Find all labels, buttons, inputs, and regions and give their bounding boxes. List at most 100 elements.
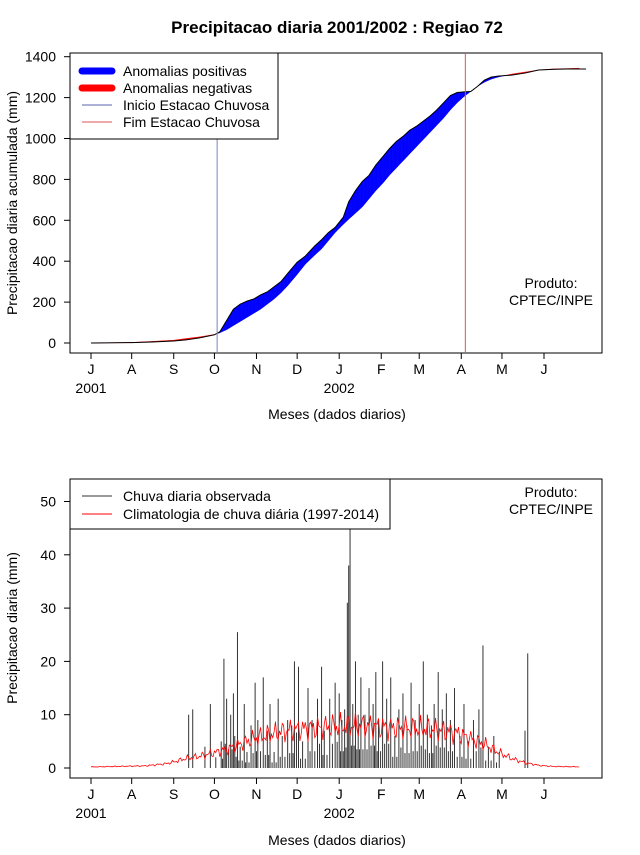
positive-anomaly-area (393, 143, 394, 171)
positive-anomaly-area (421, 122, 422, 142)
positive-anomaly-area (262, 294, 263, 309)
positive-anomaly-area (365, 178, 366, 204)
x-tick-label: M (413, 361, 425, 377)
positive-anomaly-area (402, 136, 403, 162)
positive-anomaly-area (384, 154, 385, 182)
positive-anomaly-area (242, 303, 243, 321)
x-tick-label: M (496, 361, 508, 377)
positive-anomaly-area (233, 308, 234, 325)
positive-anomaly-area (452, 94, 453, 108)
positive-anomaly-area (263, 293, 264, 307)
product-label-2: Produto: (525, 484, 578, 500)
positive-anomaly-area (457, 92, 458, 102)
positive-anomaly-area (247, 301, 248, 318)
positive-anomaly-area (370, 171, 371, 197)
x-tick-label: S (169, 786, 178, 802)
positive-anomaly-area (448, 97, 449, 113)
positive-anomaly-area (456, 92, 457, 104)
positive-anomaly-area (255, 297, 256, 312)
positive-anomaly-area (389, 147, 390, 175)
positive-anomaly-area (266, 292, 267, 305)
positive-anomaly-area (239, 304, 240, 322)
x-tick-label: O (209, 361, 220, 377)
positive-anomaly-area (414, 127, 415, 149)
x-tick-label: F (377, 361, 386, 377)
x-tick-label: A (127, 786, 137, 802)
positive-anomaly-area (391, 146, 392, 174)
y-tick-label: 1200 (25, 90, 56, 106)
positive-anomaly-area (300, 259, 301, 271)
cumulative-legend: Anomalias positivas Anomalias negativas … (70, 53, 278, 139)
positive-anomaly-area (372, 169, 373, 195)
positive-anomaly-area (351, 195, 352, 217)
positive-anomaly-area (251, 299, 252, 315)
chart-title: Precipitacao diaria 2001/2002 : Regiao 7… (171, 18, 503, 37)
positive-anomaly-area (423, 120, 424, 139)
positive-anomaly-area (459, 92, 460, 101)
positive-anomaly-area (362, 180, 363, 207)
positive-anomaly-area (376, 163, 377, 190)
positive-anomaly-area (417, 125, 418, 146)
positive-anomaly-area (240, 304, 241, 322)
positive-anomaly-area (250, 300, 251, 316)
positive-anomaly-area (445, 100, 446, 117)
positive-anomaly-area (301, 258, 302, 269)
product-source: CPTEC/INPE (509, 292, 593, 308)
x-tick-label: A (457, 361, 467, 377)
positive-anomaly-area (270, 289, 271, 302)
positive-anomaly-area (442, 103, 443, 120)
legend-inicio-label: Inicio Estacao Chuvosa (123, 97, 270, 113)
y-tick-label: 50 (40, 494, 56, 510)
positive-anomaly-area (244, 302, 245, 319)
positive-anomaly-area (438, 107, 439, 124)
daily-x-axis-label: Meses (dados diarios) (268, 832, 406, 848)
x-tick-label: D (292, 361, 302, 377)
positive-anomaly-area (437, 108, 438, 125)
positive-anomaly-area (441, 104, 442, 121)
positive-anomaly-area (446, 98, 447, 114)
positive-anomaly-area (444, 101, 445, 118)
daily-y-axis-label: Precipitacao diaria (mm) (4, 552, 20, 704)
y-tick-label: 10 (40, 707, 56, 723)
positive-anomaly-area (387, 150, 388, 178)
positive-anomaly-area (303, 257, 304, 268)
positive-anomaly-area (383, 155, 384, 183)
daily-legend: Chuva diaria observada Climatologia de c… (70, 479, 390, 529)
positive-anomaly-area (450, 95, 451, 110)
positive-anomaly-area (377, 162, 378, 189)
positive-anomaly-area (463, 92, 464, 98)
positive-anomaly-area (277, 284, 278, 297)
x-tick-label: J (88, 361, 95, 377)
positive-anomaly-area (243, 302, 244, 320)
positive-anomaly-area (350, 197, 351, 218)
legend-negative-label: Anomalias negativas (123, 80, 252, 96)
positive-anomaly-area (449, 96, 450, 112)
product-label: Produto: (525, 275, 578, 291)
positive-anomaly-area (425, 119, 426, 138)
positive-anomaly-area (434, 111, 435, 128)
x-tick-label: A (127, 361, 137, 377)
y-tick-label: 0 (48, 760, 56, 776)
positive-anomaly-area (454, 93, 455, 105)
positive-anomaly-area (412, 128, 413, 151)
y-tick-label: 0 (48, 335, 56, 351)
positive-anomaly-area (271, 288, 272, 301)
positive-anomaly-area (259, 295, 260, 310)
positive-anomaly-area (403, 135, 404, 161)
legend-observed-label: Chuva diaria observada (123, 488, 271, 504)
x-tick-label: N (251, 786, 261, 802)
product-source-2: CPTEC/INPE (509, 501, 593, 517)
positive-anomaly-area (453, 94, 454, 107)
cumulative-y-axis-label: Precipitacao diaria acumulada (mm) (4, 91, 20, 315)
x-tick-label: A (457, 786, 467, 802)
positive-anomaly-area (379, 160, 380, 188)
positive-anomaly-area (415, 126, 416, 148)
positive-anomaly-area (274, 286, 275, 299)
positive-anomaly-area (430, 115, 431, 133)
positive-anomaly-area (261, 294, 262, 309)
positive-anomaly-area (252, 299, 253, 314)
positive-anomaly-area (354, 191, 355, 215)
positive-anomaly-area (429, 116, 430, 134)
positive-anomaly-area (404, 134, 405, 160)
